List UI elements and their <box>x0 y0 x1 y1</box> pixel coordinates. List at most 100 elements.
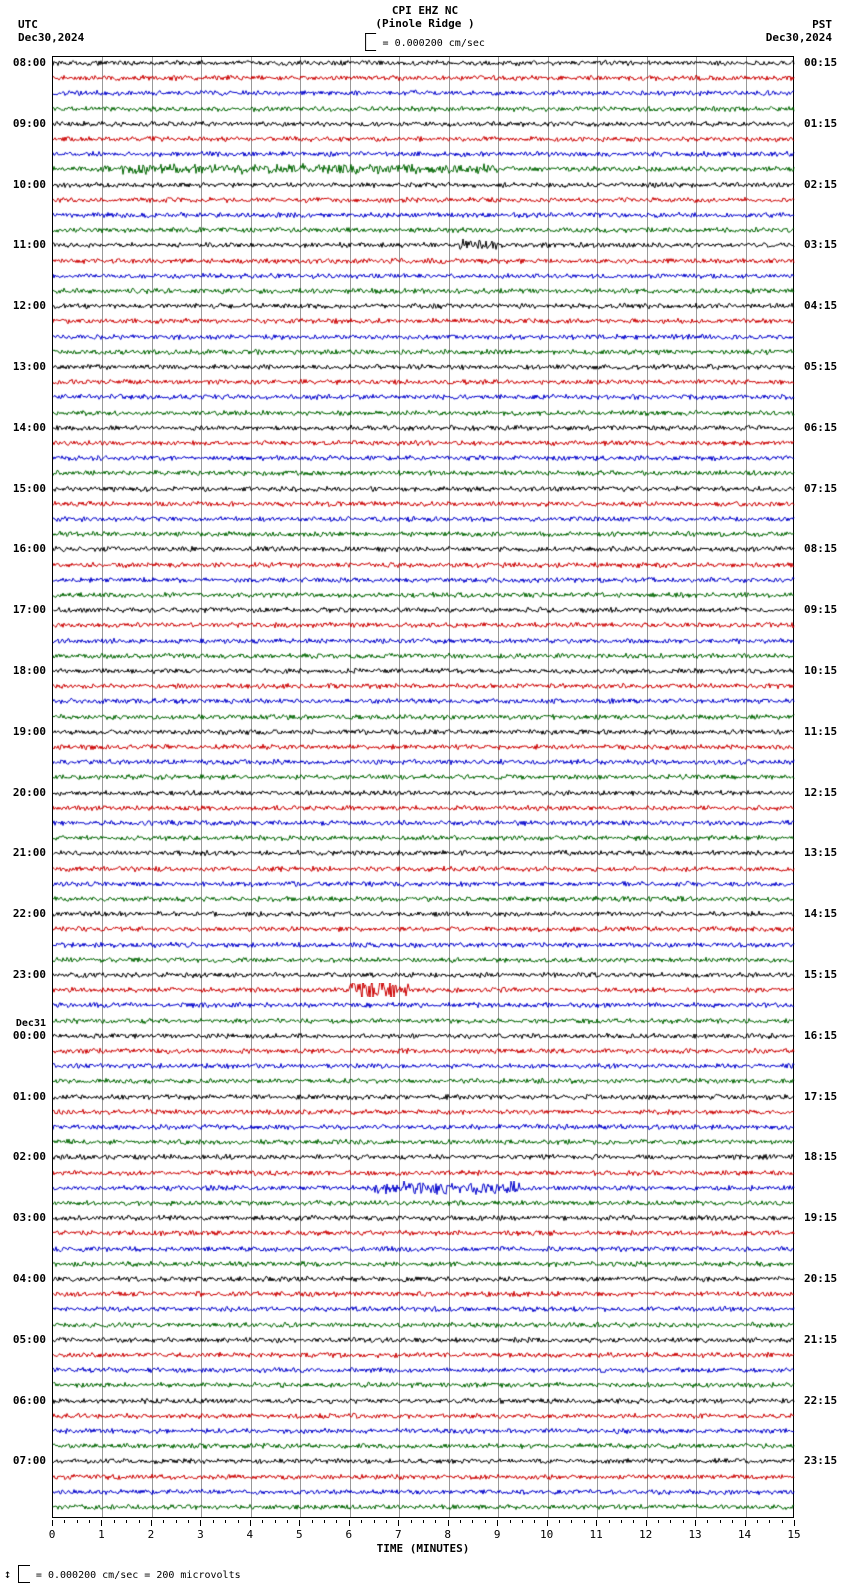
tick-label: 2 <box>148 1528 155 1541</box>
minor-tick <box>609 1520 610 1523</box>
minor-tick <box>707 1520 708 1523</box>
header-right: PST Dec30,2024 <box>766 18 832 44</box>
major-tick <box>497 1520 498 1526</box>
major-tick <box>151 1520 152 1526</box>
major-tick <box>596 1520 597 1526</box>
minor-tick <box>139 1520 140 1523</box>
seismic-trace <box>53 208 795 222</box>
minor-tick <box>188 1520 189 1523</box>
seismic-trace <box>53 649 795 663</box>
minor-tick <box>89 1520 90 1523</box>
minor-tick <box>559 1520 560 1523</box>
left-time-labels: 08:0009:0010:0011:0012:0013:0014:0015:00… <box>0 56 50 1518</box>
utc-time-label: 12:00 <box>0 299 46 312</box>
tick-label: 10 <box>540 1528 553 1541</box>
pst-time-label: 14:15 <box>804 907 850 920</box>
pst-time-label: 03:15 <box>804 238 850 251</box>
minor-tick <box>683 1520 684 1523</box>
pst-time-label: 09:15 <box>804 603 850 616</box>
minor-tick <box>374 1520 375 1523</box>
seismic-trace <box>53 953 795 967</box>
major-tick <box>101 1520 102 1526</box>
seismic-trace <box>53 71 795 85</box>
seismic-trace <box>53 1470 795 1484</box>
minor-tick <box>534 1520 535 1523</box>
seismic-trace <box>53 968 795 982</box>
station-code: CPI EHZ NC <box>375 4 474 17</box>
minor-tick <box>176 1520 177 1523</box>
major-tick <box>646 1520 647 1526</box>
seismic-trace <box>53 573 795 587</box>
minor-tick <box>312 1520 313 1523</box>
seismic-trace <box>53 618 795 632</box>
pst-time-label: 02:15 <box>804 178 850 191</box>
tick-label: 5 <box>296 1528 303 1541</box>
seismic-trace <box>53 238 795 252</box>
seismic-trace <box>53 147 795 161</box>
seismic-trace <box>53 938 795 952</box>
utc-time-label: 01:00 <box>0 1090 46 1103</box>
utc-time-label: 08:00 <box>0 56 46 69</box>
utc-time-label: 16:00 <box>0 542 46 555</box>
pst-time-label: 19:15 <box>804 1211 850 1224</box>
minor-tick <box>238 1520 239 1523</box>
seismic-trace <box>53 816 795 830</box>
minor-tick <box>435 1520 436 1523</box>
seismic-trace <box>53 998 795 1012</box>
date-break-label: Dec31 <box>0 1018 46 1029</box>
minor-tick <box>720 1520 721 1523</box>
seismic-trace <box>53 345 795 359</box>
pst-time-label: 05:15 <box>804 360 850 373</box>
pst-time-label: 06:15 <box>804 421 850 434</box>
major-tick <box>200 1520 201 1526</box>
plot-area <box>52 56 794 1518</box>
pst-time-label: 13:15 <box>804 846 850 859</box>
seismic-trace <box>53 1454 795 1468</box>
seismogram-container: CPI EHZ NC (Pinole Ridge ) UTC Dec30,202… <box>0 0 850 1584</box>
seismic-trace <box>53 892 795 906</box>
minor-tick <box>336 1520 337 1523</box>
seismic-trace <box>53 664 795 678</box>
seismic-trace <box>53 56 795 70</box>
utc-time-label: 03:00 <box>0 1211 46 1224</box>
seismic-trace <box>53 527 795 541</box>
tick-label: 14 <box>738 1528 751 1541</box>
seismic-trace <box>53 102 795 116</box>
seismic-trace <box>53 846 795 860</box>
minor-tick <box>621 1520 622 1523</box>
tick-label: 11 <box>590 1528 603 1541</box>
seismic-trace <box>53 299 795 313</box>
minor-tick <box>64 1520 65 1523</box>
seismic-trace <box>53 634 795 648</box>
minor-tick <box>460 1520 461 1523</box>
seismic-trace <box>53 1500 795 1514</box>
utc-time-label: 19:00 <box>0 725 46 738</box>
pst-time-label: 21:15 <box>804 1333 850 1346</box>
seismic-trace <box>53 1348 795 1362</box>
seismic-trace <box>53 710 795 724</box>
tick-label: 3 <box>197 1528 204 1541</box>
tick-label: 6 <box>345 1528 352 1541</box>
major-tick <box>250 1520 251 1526</box>
seismic-trace <box>53 436 795 450</box>
scale-text: = 0.000200 cm/sec <box>383 38 485 49</box>
seismic-trace <box>53 284 795 298</box>
minor-tick <box>571 1520 572 1523</box>
seismic-trace <box>53 497 795 511</box>
pst-time-label: 15:15 <box>804 968 850 981</box>
seismic-trace <box>53 1211 795 1225</box>
pst-time-label: 04:15 <box>804 299 850 312</box>
major-tick <box>299 1520 300 1526</box>
scale-indicator: = 0.000200 cm/sec <box>365 34 485 50</box>
seismic-trace <box>53 1394 795 1408</box>
seismic-trace <box>53 254 795 268</box>
seismic-trace <box>53 831 795 845</box>
utc-label: UTC <box>18 18 84 31</box>
pst-label: PST <box>766 18 832 31</box>
seismic-trace <box>53 1059 795 1073</box>
utc-time-label: 14:00 <box>0 421 46 434</box>
minor-tick <box>732 1520 733 1523</box>
header-center: CPI EHZ NC (Pinole Ridge ) <box>375 4 474 30</box>
seismic-trace <box>53 1226 795 1240</box>
utc-time-label: 23:00 <box>0 968 46 981</box>
